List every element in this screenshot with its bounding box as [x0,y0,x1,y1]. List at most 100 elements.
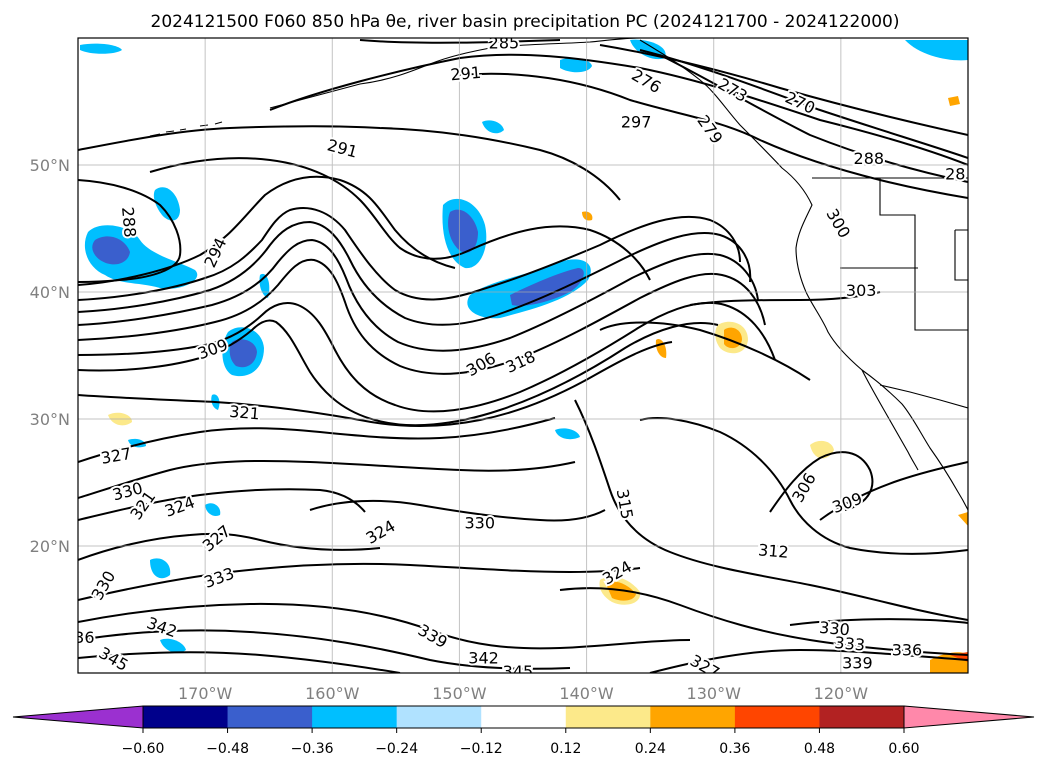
colorbar-segment [650,706,736,728]
contour-label: 336 [892,641,923,660]
colorbar-extend-low [12,705,144,729]
colorbar-tick-label: −0.60 [122,741,165,757]
contour-label: 285 [489,34,520,53]
shade-neg-misc-1 [482,120,504,134]
shade-neg-misc-3 [150,558,171,579]
colorbar-segment [819,706,905,728]
contour-330-mid [309,499,606,522]
x-tick-label: 140°W [559,684,614,703]
colorbar-segment [565,706,651,728]
contour-324-s [559,587,968,656]
contour-label: 36 [74,628,94,647]
contour-318-east [599,321,811,381]
colorbar-tick-label: −0.36 [291,741,334,757]
contour-arc-b [149,157,651,281]
y-tick-label: 40°N [30,283,70,302]
contour-label: 333 [834,633,866,655]
shade-neg-west-3 [153,187,180,221]
shade-neg-west-2 [92,236,130,265]
colorbar-tick-label: 0.12 [550,741,581,757]
shade-neg-misc-5 [205,503,221,516]
alaska-coast [269,38,641,109]
contour-label: 330 [464,514,495,533]
colorbar-segment [143,706,229,728]
contour-327 [78,417,556,463]
border-state-3 [954,229,968,281]
contour-label: 288 [854,149,885,168]
shade-neg-c2 [510,268,584,306]
contour-309 [78,319,719,427]
contour-327-low [78,532,381,561]
y-tick-label: 50°N [30,156,70,175]
contour-jet-4 [78,258,766,375]
contour-315 [574,399,968,621]
border-mexico [879,384,968,409]
chart-title: 2024121500 F060 850 hPa θe, river basin … [151,12,900,32]
border-state-1 [879,178,968,331]
contour-jet-2 [78,220,752,326]
contour-321 [78,341,673,427]
contour-north-1 [599,44,968,136]
shade-pos-10 [582,211,593,221]
shade-neg-misc-4 [160,638,186,653]
colorbar-tick-label: 0.36 [719,741,750,757]
contour-arc-a [78,125,621,201]
colorbar-segment [481,706,567,728]
y-tick-labels: 20°N 30°N 40°N 50°N [30,156,70,556]
contour-342 [78,629,571,670]
contour-312 [639,417,968,555]
shade-pos-8 [958,512,968,526]
colorbar-tick-label: −0.12 [460,741,503,757]
shade-pos-9 [948,96,960,106]
contour-327-s [649,648,968,673]
contour-294 [78,175,456,286]
x-tick-label: 130°W [687,684,742,703]
colorbar-ticks [142,728,905,733]
colorbar-tick-label: −0.48 [206,741,249,757]
contour-label: 291 [450,63,482,85]
contour-330 [78,459,576,499]
contour-jet-5 [78,301,776,413]
x-tick-label: 160°W [305,684,360,703]
contour-330-se [789,618,968,626]
colorbar-tick-label: 0.24 [635,741,666,757]
colorbar-tick-label: −0.24 [375,741,418,757]
shade-neg-b2 [448,209,478,253]
contour-label: 345 [503,662,534,681]
contour-north-2 [639,49,968,159]
colorbar-tick-label: 0.48 [804,741,835,757]
colorbar-tick-label: 0.60 [888,741,919,757]
shade-neg-ne-3 [905,40,968,61]
baja-coast [861,369,919,471]
contour-306 [769,451,874,513]
contour-label: 288 [118,206,140,238]
x-tick-labels: 170°W 160°W 150°W 140°W 130°W 120°W [178,684,868,703]
shade-neg-misc-2 [555,428,580,440]
colorbar-outline [142,705,905,729]
colorbar: −0.60 −0.48 −0.36 −0.24 −0.12 0.12 0.24 0.36 0.4… [12,705,1035,757]
contour-303 [689,291,881,306]
contour-label: 342 [468,648,499,667]
colorbar-segments [12,705,1035,729]
contour-324 [78,488,366,521]
contour-297 [459,72,968,199]
colorbar-labels: −0.60 −0.48 −0.36 −0.24 −0.12 0.12 0.24 0.36 0.4… [122,741,920,757]
colorbar-extend-high [903,705,1035,729]
contour-label: 28 [945,164,965,183]
contour-309-se [819,461,968,521]
theta-e-contours [78,39,968,673]
contour-label: 312 [757,540,789,562]
contour-label: 330 [818,618,850,640]
map-frame [77,37,969,674]
contour-label: 321 [229,402,261,424]
colorbar-segment [734,706,820,728]
contour-291-top [269,53,968,166]
contour-339 [78,602,691,650]
x-tick-label: 120°W [814,684,869,703]
contour-label: 303 [846,281,877,300]
colorbar-segment [227,706,313,728]
x-tick-label: 170°W [178,684,233,703]
x-tick-label: 150°W [432,684,487,703]
